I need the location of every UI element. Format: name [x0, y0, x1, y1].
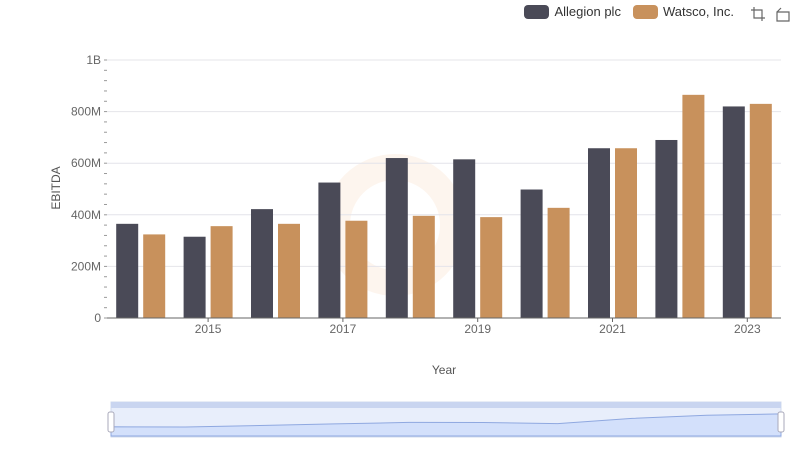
x-tick-label: 2023: [734, 322, 761, 336]
bar-watsco-inc--2022[interactable]: [682, 94, 705, 318]
bar-allegion-plc-2015[interactable]: [183, 236, 206, 318]
legend-label-allegion: Allegion plc: [554, 4, 621, 19]
y-axis-label: EBITDA: [49, 166, 63, 209]
x-tick-label: 2021: [599, 322, 626, 336]
legend-item-watsco[interactable]: Watsco, Inc.: [632, 4, 734, 19]
bar-watsco-inc--2016[interactable]: [278, 223, 300, 318]
x-tick-label: 2015: [195, 322, 222, 336]
bar-watsco-inc--2015[interactable]: [210, 226, 233, 318]
y-tick-label: 200M: [71, 259, 101, 273]
y-axis: 0 200M 400M 600M 800M 1B: [71, 53, 107, 325]
data-zoom-slider[interactable]: [107, 401, 785, 438]
legend-swatch-allegion: [524, 4, 550, 19]
bar-watsco-inc--2020[interactable]: [547, 207, 570, 318]
y-tick-label: 400M: [71, 208, 101, 222]
y-tick-label: 0: [94, 311, 101, 325]
bar-allegion-plc-2021[interactable]: [588, 148, 610, 318]
bar-watsco-inc--2017[interactable]: [345, 220, 368, 318]
x-axis-label: Year: [432, 363, 456, 377]
legend-item-allegion[interactable]: Allegion plc: [524, 4, 621, 19]
bar-allegion-plc-2014[interactable]: [116, 223, 139, 318]
y-tick-label: 1B: [86, 53, 101, 67]
bar-allegion-plc-2022[interactable]: [655, 139, 678, 318]
bars: [116, 94, 772, 318]
bar-watsco-inc--2019[interactable]: [480, 217, 503, 318]
x-axis: 2015 2017 2019 2021 2023: [107, 317, 781, 336]
bar-watsco-inc--2023[interactable]: [749, 103, 772, 318]
x-tick-label: 2019: [464, 322, 491, 336]
y-tick-label: 800M: [71, 105, 101, 119]
bar-allegion-plc-2019[interactable]: [453, 159, 476, 318]
restore-icon[interactable]: [774, 6, 790, 22]
x-tick-label: 2017: [330, 322, 357, 336]
bar-allegion-plc-2018[interactable]: [385, 158, 408, 318]
bar-watsco-inc--2014[interactable]: [143, 234, 166, 318]
bar-allegion-plc-2020[interactable]: [520, 189, 543, 318]
zoom-handle-right[interactable]: [777, 411, 785, 433]
bar-watsco-inc--2021[interactable]: [615, 148, 637, 318]
y-tick-label: 600M: [71, 156, 101, 170]
zoom-handle-left[interactable]: [107, 411, 115, 433]
legend-label-watsco: Watsco, Inc.: [662, 4, 734, 19]
bar-allegion-plc-2023[interactable]: [722, 106, 745, 318]
toolbox: [750, 6, 790, 22]
legend: Allegion plc Watsco, Inc.: [524, 4, 734, 19]
zoom-icon[interactable]: [750, 6, 766, 22]
bar-allegion-plc-2016[interactable]: [251, 209, 273, 318]
bar-watsco-inc--2018[interactable]: [412, 215, 435, 318]
legend-swatch-watsco: [632, 4, 658, 19]
bar-allegion-plc-2017[interactable]: [318, 182, 341, 318]
